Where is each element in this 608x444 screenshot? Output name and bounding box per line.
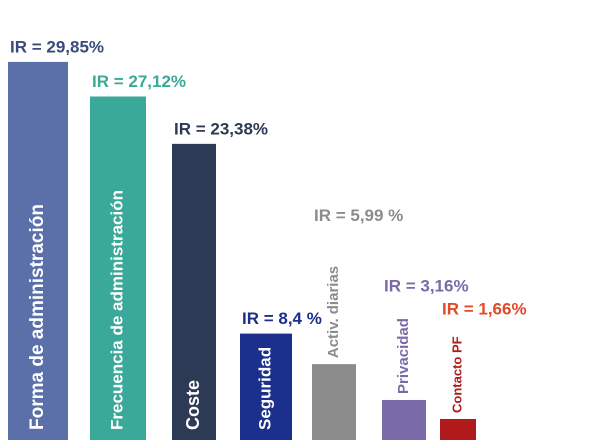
category-label: Frecuencia de administración	[107, 190, 126, 430]
value-label: IR = 27,12%	[92, 72, 186, 91]
bar	[172, 143, 216, 440]
value-label: IR = 3,16%	[384, 276, 469, 295]
bar	[8, 61, 68, 441]
category-label: Forma de administración	[27, 204, 48, 430]
value-label: IR = 1,66%	[442, 300, 527, 319]
bar	[240, 333, 292, 440]
bar	[440, 418, 476, 440]
category-label: Coste	[183, 380, 203, 430]
value-label: IR = 8,4 %	[242, 309, 322, 328]
category-label: Contacto PF	[449, 336, 464, 413]
category-label: Seguridad	[255, 347, 274, 430]
category-label: Privacidad	[395, 318, 412, 394]
bar	[312, 364, 356, 440]
category-label: Activ. diarias	[325, 266, 342, 358]
value-label: IR = 29,85%	[10, 37, 104, 56]
value-label: IR = 5,99 %	[314, 206, 403, 225]
bar	[382, 399, 426, 440]
bar	[90, 96, 146, 440]
value-label: IR = 23,38%	[174, 119, 268, 138]
